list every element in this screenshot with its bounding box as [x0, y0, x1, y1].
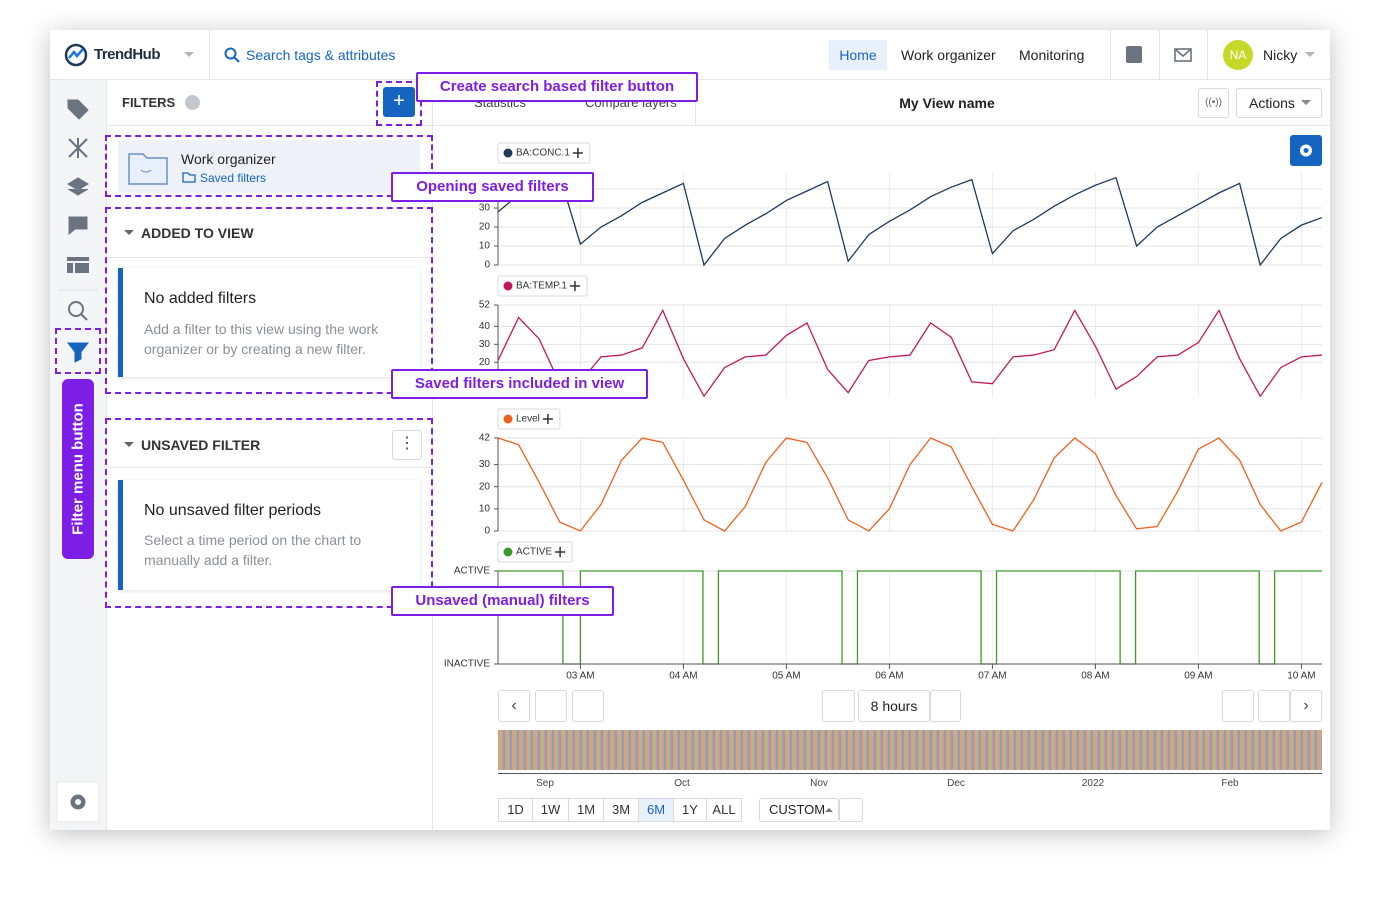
- chart-settings-button[interactable]: [1290, 135, 1322, 166]
- collapse-caret[interactable]: [124, 230, 134, 240]
- caret: [1301, 100, 1311, 110]
- filter-menu-label: Filter menu button: [62, 379, 94, 559]
- highlight-box: [55, 328, 101, 374]
- caret[interactable]: [184, 52, 194, 62]
- tag-icon[interactable]: [67, 99, 89, 120]
- range-button[interactable]: 6M: [638, 798, 674, 822]
- calendar-button[interactable]: [1222, 690, 1254, 722]
- card-title: Work organizer: [181, 151, 276, 167]
- view-name: My View name: [899, 95, 995, 111]
- layers-tool-icon[interactable]: [68, 138, 88, 158]
- help-icon[interactable]: [1126, 46, 1142, 63]
- section-heading[interactable]: ADDED TO VIEW: [141, 225, 254, 241]
- avatar[interactable]: NA: [1223, 40, 1253, 70]
- empty-card: [118, 268, 420, 377]
- annotation: Saved filters included in view: [391, 369, 648, 399]
- empty-card: [118, 480, 420, 590]
- divider: [433, 125, 1330, 126]
- range-button[interactable]: 1M: [568, 798, 604, 822]
- navigator-label: Nov: [810, 778, 828, 789]
- folder-small-icon: [182, 172, 196, 183]
- nav-item[interactable]: Monitoring: [1019, 47, 1085, 63]
- search-box[interactable]: Search tags & attributes: [246, 47, 396, 63]
- empty-title: No unsaved filter periods: [144, 502, 321, 519]
- separator: [209, 30, 210, 80]
- navigator-overview[interactable]: [498, 730, 1322, 770]
- logo-text: TrendHub: [94, 46, 161, 63]
- navigator-axis: [498, 773, 1322, 774]
- caret[interactable]: [1305, 52, 1315, 62]
- separator: [1110, 30, 1111, 80]
- saved-filters-link[interactable]: Saved filters: [200, 171, 267, 185]
- navigator-label: 2022: [1081, 778, 1105, 789]
- divider: [107, 467, 432, 468]
- filter-icon[interactable]: [66, 342, 90, 363]
- user-name[interactable]: Nicky: [1263, 47, 1298, 63]
- search-icon: [224, 47, 240, 63]
- empty-text: Select a time period on the chart to man…: [144, 532, 362, 568]
- history-button[interactable]: [966, 690, 998, 722]
- range-button[interactable]: 1Y: [673, 798, 707, 822]
- annotation-text: Filter menu button: [69, 403, 87, 535]
- range-button[interactable]: 1D: [498, 798, 533, 822]
- layers-icon[interactable]: [67, 177, 89, 196]
- range-button[interactable]: 3M: [603, 798, 639, 822]
- highlight-box: [105, 135, 433, 197]
- calendar-button[interactable]: [535, 690, 567, 722]
- span-button[interactable]: 8 hours: [858, 690, 930, 722]
- next-button[interactable]: ›: [1290, 690, 1322, 722]
- annotation: Create search based filter button: [416, 72, 698, 102]
- navigator-label: Dec: [947, 778, 965, 789]
- more-button[interactable]: ⋮: [392, 430, 422, 460]
- highlight-box: [105, 418, 433, 608]
- annotation: Opening saved filters: [391, 172, 594, 202]
- range-button[interactable]: ALL: [706, 798, 742, 822]
- live-button[interactable]: ((•)): [1198, 88, 1229, 118]
- highlight-box: [105, 207, 433, 394]
- navigator-label: Sep: [536, 778, 554, 789]
- rail-icons: [56, 99, 100, 823]
- caret: [825, 804, 833, 812]
- highlight-box: [376, 81, 422, 126]
- separator: [695, 80, 696, 125]
- expand-button[interactable]: [839, 798, 863, 822]
- mail-icon[interactable]: [1174, 48, 1192, 62]
- navigator-label: Oct: [674, 778, 690, 789]
- range-button[interactable]: 1W: [532, 798, 569, 822]
- divider: [107, 125, 432, 126]
- help-icon[interactable]: [185, 95, 200, 110]
- nav-item[interactable]: Work organizer: [901, 47, 996, 63]
- search-icon[interactable]: [68, 301, 88, 321]
- separator: [1159, 30, 1160, 80]
- annotation: Unsaved (manual) filters: [391, 586, 614, 616]
- empty-title: No added filters: [144, 290, 257, 307]
- lock-button[interactable]: [930, 690, 961, 722]
- section-heading[interactable]: UNSAVED FILTER: [141, 437, 261, 453]
- dashboard-icon[interactable]: [67, 257, 89, 273]
- saved-filters-card[interactable]: [118, 140, 420, 193]
- prev-button[interactable]: ‹: [498, 690, 530, 722]
- panel-title: FILTERS: [122, 95, 176, 110]
- collapse-caret[interactable]: [124, 442, 134, 452]
- divider: [107, 257, 432, 258]
- logo-icon: [64, 43, 88, 67]
- chart-mode-button[interactable]: [822, 690, 855, 722]
- clock-button[interactable]: [1258, 690, 1290, 722]
- navigator-label: Feb: [1221, 778, 1239, 789]
- add-filter-button[interactable]: +: [383, 87, 415, 117]
- filter-panel: [107, 80, 433, 830]
- separator: [1207, 30, 1208, 80]
- folder-icon: [128, 153, 168, 185]
- empty-text: Add a filter to this view using the work…: [144, 321, 379, 357]
- nav-home[interactable]: Home: [829, 40, 887, 70]
- clock-button[interactable]: [572, 690, 604, 722]
- comment-icon[interactable]: [68, 216, 88, 236]
